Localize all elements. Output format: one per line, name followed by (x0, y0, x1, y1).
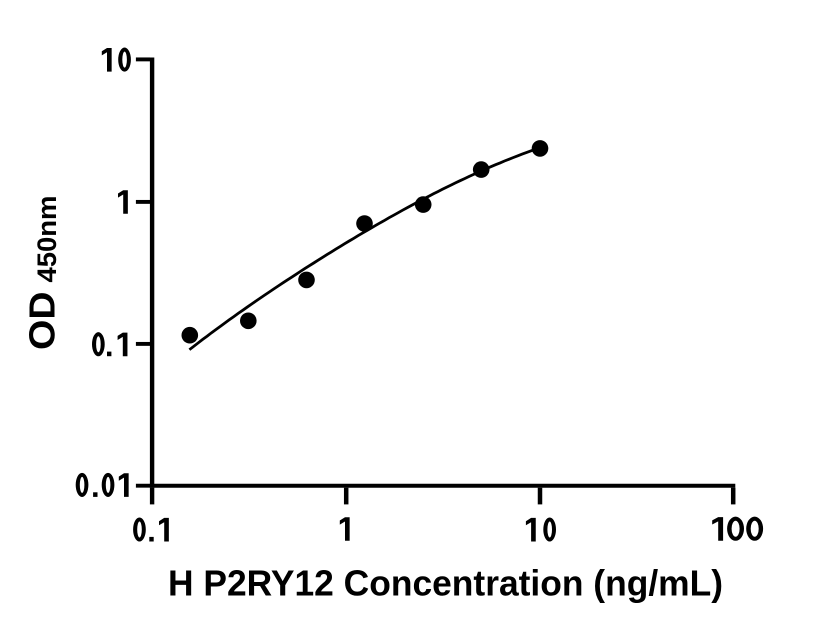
svg-text:OD: OD (21, 292, 62, 351)
svg-text:450nm: 450nm (32, 195, 62, 282)
svg-text:H P2RY12 Concentration (ng/mL): H P2RY12 Concentration (ng/mL) (168, 563, 723, 604)
